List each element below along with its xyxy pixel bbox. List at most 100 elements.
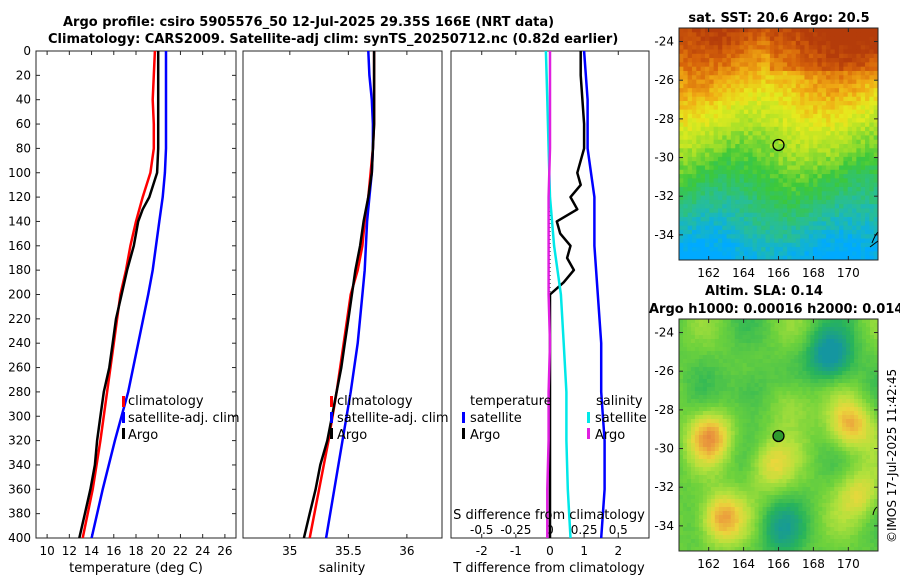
sla-cell — [826, 351, 831, 356]
sla-cell — [754, 471, 759, 476]
sst-cell — [804, 62, 810, 68]
sst-cell — [843, 131, 849, 136]
sla-cell — [794, 371, 799, 376]
sla-cell — [798, 475, 803, 480]
sla-cell — [686, 495, 692, 500]
sst-cell — [683, 126, 689, 132]
sla-cell — [734, 459, 740, 464]
sla-cell — [798, 411, 803, 416]
sst-cell — [691, 126, 697, 132]
sst-cell — [852, 242, 857, 248]
sla-cell — [698, 367, 704, 372]
sla-cell — [718, 407, 724, 412]
sst-cell — [860, 49, 866, 55]
sst-cell — [808, 58, 814, 63]
sla-cell — [690, 483, 696, 488]
sla-cell — [870, 387, 875, 392]
sla-cell — [730, 483, 736, 488]
sla-cell — [794, 327, 799, 332]
sst-cell — [852, 36, 857, 42]
sst-cell — [843, 45, 849, 50]
sla-cell — [714, 411, 720, 416]
sst-cell — [834, 131, 840, 136]
sla-cell — [846, 475, 851, 480]
sst-cell — [843, 40, 849, 46]
sla-cell — [750, 347, 756, 352]
sla-cell — [690, 395, 696, 400]
sst-cell — [756, 169, 762, 175]
sst-cell — [730, 131, 736, 136]
sla-cell — [722, 387, 728, 392]
sla-cell — [714, 371, 720, 376]
sst-cell — [713, 32, 719, 37]
sst-cell — [787, 139, 792, 145]
sst-cell — [791, 135, 797, 141]
sla-cell — [714, 451, 720, 456]
sla-cell — [866, 423, 871, 428]
sla-cell — [730, 327, 736, 332]
sst-cell — [839, 186, 844, 192]
sst-cell — [852, 212, 857, 218]
sla-cell — [730, 407, 736, 412]
sst-cell — [795, 217, 801, 222]
sla-cell — [778, 415, 783, 420]
sst-cell — [687, 204, 693, 209]
sst-cell — [730, 101, 736, 106]
sst-cell — [787, 251, 792, 257]
sst-cell — [730, 66, 736, 72]
sst-cell — [782, 49, 788, 55]
sla-cell — [762, 447, 767, 452]
sla-cell — [750, 367, 756, 372]
sla-cell — [830, 467, 835, 472]
sla-cell — [774, 483, 779, 488]
sst-cell — [808, 186, 814, 192]
sla-cell — [710, 479, 716, 484]
sst-cell — [687, 251, 693, 257]
sst-cell — [687, 212, 693, 218]
sst-cell — [873, 49, 879, 55]
sla-cell — [698, 379, 704, 384]
sla-cell — [786, 327, 791, 332]
sst-cell — [722, 36, 727, 42]
sla-cell — [746, 447, 752, 452]
sst-cell — [847, 234, 853, 239]
sla-cell — [826, 439, 831, 444]
sst-cell — [691, 156, 697, 162]
sst-cell — [817, 49, 823, 55]
sla-cell — [714, 363, 720, 368]
sst-cell — [735, 255, 740, 261]
sst-cell — [730, 83, 736, 89]
sst-cell — [826, 135, 831, 141]
sla-cell — [774, 339, 779, 344]
sst-cell — [730, 118, 736, 123]
sla-cell — [726, 455, 732, 460]
sst-cell — [687, 186, 693, 192]
sst-cell — [843, 229, 849, 235]
sst-cell — [869, 53, 875, 59]
sst-cell — [839, 221, 844, 227]
sst-cell — [761, 45, 766, 50]
sla-cell — [682, 483, 688, 488]
sst-cell — [865, 62, 870, 68]
sst-cell — [765, 101, 771, 106]
sla-cell — [706, 355, 712, 360]
sla-cell — [726, 471, 732, 476]
sla-cell — [810, 363, 815, 368]
sst-cell — [817, 62, 823, 68]
sst-cell — [787, 174, 792, 179]
sla-cell — [858, 363, 863, 368]
sst-cell — [743, 247, 749, 252]
sst-cell — [856, 144, 862, 149]
sla-cell — [782, 479, 787, 484]
sst-cell — [700, 186, 706, 192]
sla-cell — [790, 423, 795, 428]
sst-cell — [860, 251, 866, 257]
sla-cell — [802, 471, 807, 476]
sst-cell — [756, 199, 762, 205]
sla-cell — [814, 443, 819, 448]
sst-cell — [834, 247, 840, 252]
sst-cell — [704, 156, 710, 162]
sst-cell — [765, 45, 771, 50]
sla-cell — [858, 351, 863, 356]
sla-cell — [698, 371, 704, 376]
